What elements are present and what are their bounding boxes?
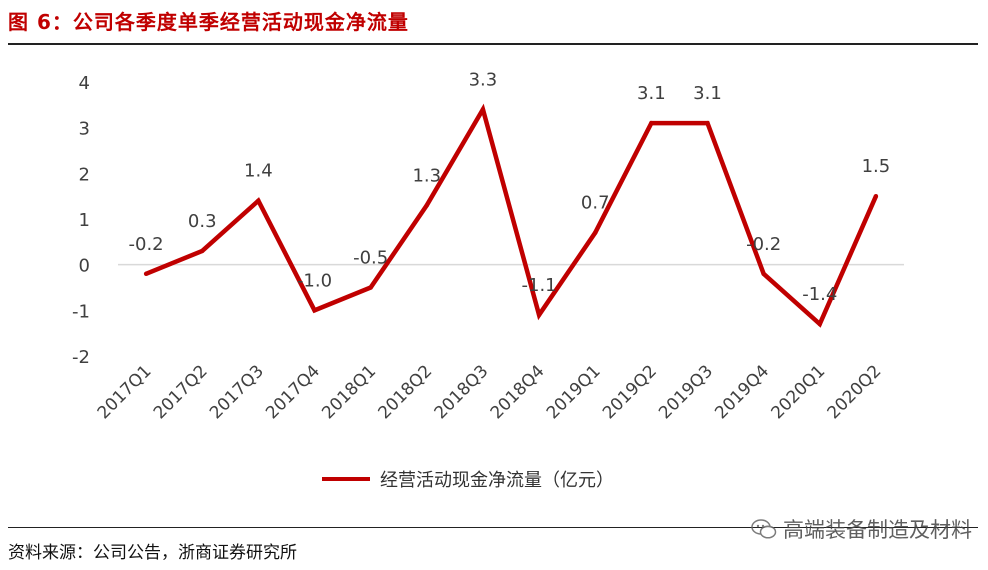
data-point xyxy=(536,312,542,318)
watermark-text: 高端装备制造及材料 xyxy=(783,518,972,542)
x-tick-label: 2018Q2 xyxy=(374,361,436,423)
data-point xyxy=(312,308,317,313)
legend-label: 经营活动现金净流量（亿元） xyxy=(380,470,614,491)
y-tick-label: -1 xyxy=(72,301,90,322)
data-label: 3.1 xyxy=(693,83,722,104)
x-tick-label: 2017Q3 xyxy=(206,361,268,423)
data-point xyxy=(424,203,429,208)
data-point xyxy=(368,285,373,290)
data-label: -1.1 xyxy=(522,275,557,296)
top-rule xyxy=(8,43,978,45)
legend-swatch xyxy=(322,477,370,481)
data-point xyxy=(873,193,879,199)
x-tick-label: 2017Q1 xyxy=(94,361,156,423)
data-point xyxy=(256,198,261,203)
x-tick-label: 2017Q2 xyxy=(150,361,212,423)
data-label: 0.7 xyxy=(581,193,610,214)
y-tick-label: -2 xyxy=(72,347,90,368)
figure-title: 图 6：公司各季度单季经营活动现金净流量 xyxy=(8,10,409,34)
data-point xyxy=(593,230,598,235)
data-label: 1.5 xyxy=(862,156,891,177)
y-tick-label: 0 xyxy=(79,256,90,277)
x-tick-label: 2019Q4 xyxy=(711,361,773,423)
source-note: 资料来源：公司公告，浙商证券研究所 xyxy=(8,543,297,563)
data-point xyxy=(143,271,149,276)
data-label: -1.0 xyxy=(297,270,332,291)
x-tick-label: 2019Q3 xyxy=(655,361,717,423)
bottom-rule xyxy=(8,527,978,528)
x-tick-label: 2019Q2 xyxy=(599,361,661,423)
x-tick-label: 2019Q1 xyxy=(543,361,605,423)
data-label: -0.2 xyxy=(129,234,164,255)
y-tick-label: 3 xyxy=(79,119,90,140)
data-point xyxy=(705,120,710,126)
data-label: 3.1 xyxy=(637,83,666,104)
data-point xyxy=(761,271,766,276)
series-line xyxy=(145,103,878,328)
watermark: 高端装备制造及材料 xyxy=(751,514,972,544)
x-tick-label: 2018Q1 xyxy=(318,361,380,423)
data-point xyxy=(649,120,654,126)
data-point xyxy=(480,107,486,112)
data-point xyxy=(817,321,822,327)
chart-legend: 经营活动现金净流量（亿元） xyxy=(322,466,614,492)
data-label: 1.4 xyxy=(244,161,273,182)
data-label: 0.3 xyxy=(188,211,217,232)
x-tick-label: 2020Q2 xyxy=(824,361,886,423)
wechat-icon xyxy=(751,519,777,539)
x-tick-label: 2020Q1 xyxy=(767,361,829,423)
data-label: 3.3 xyxy=(469,69,498,90)
y-tick-label: 2 xyxy=(79,164,90,185)
x-tick-label: 2018Q4 xyxy=(487,361,549,423)
data-label: -0.2 xyxy=(746,234,781,255)
data-label: -0.5 xyxy=(353,248,388,269)
y-tick-label: 1 xyxy=(79,210,90,231)
data-label: -1.4 xyxy=(802,284,837,305)
x-tick-label: 2017Q4 xyxy=(262,361,324,423)
y-tick-label: 4 xyxy=(79,73,90,94)
line-chart: -2-1012342017Q12017Q22017Q32017Q42018Q12… xyxy=(72,69,904,423)
data-label: 1.3 xyxy=(412,165,441,186)
data-point xyxy=(200,248,205,254)
x-tick-label: 2018Q3 xyxy=(431,361,493,423)
